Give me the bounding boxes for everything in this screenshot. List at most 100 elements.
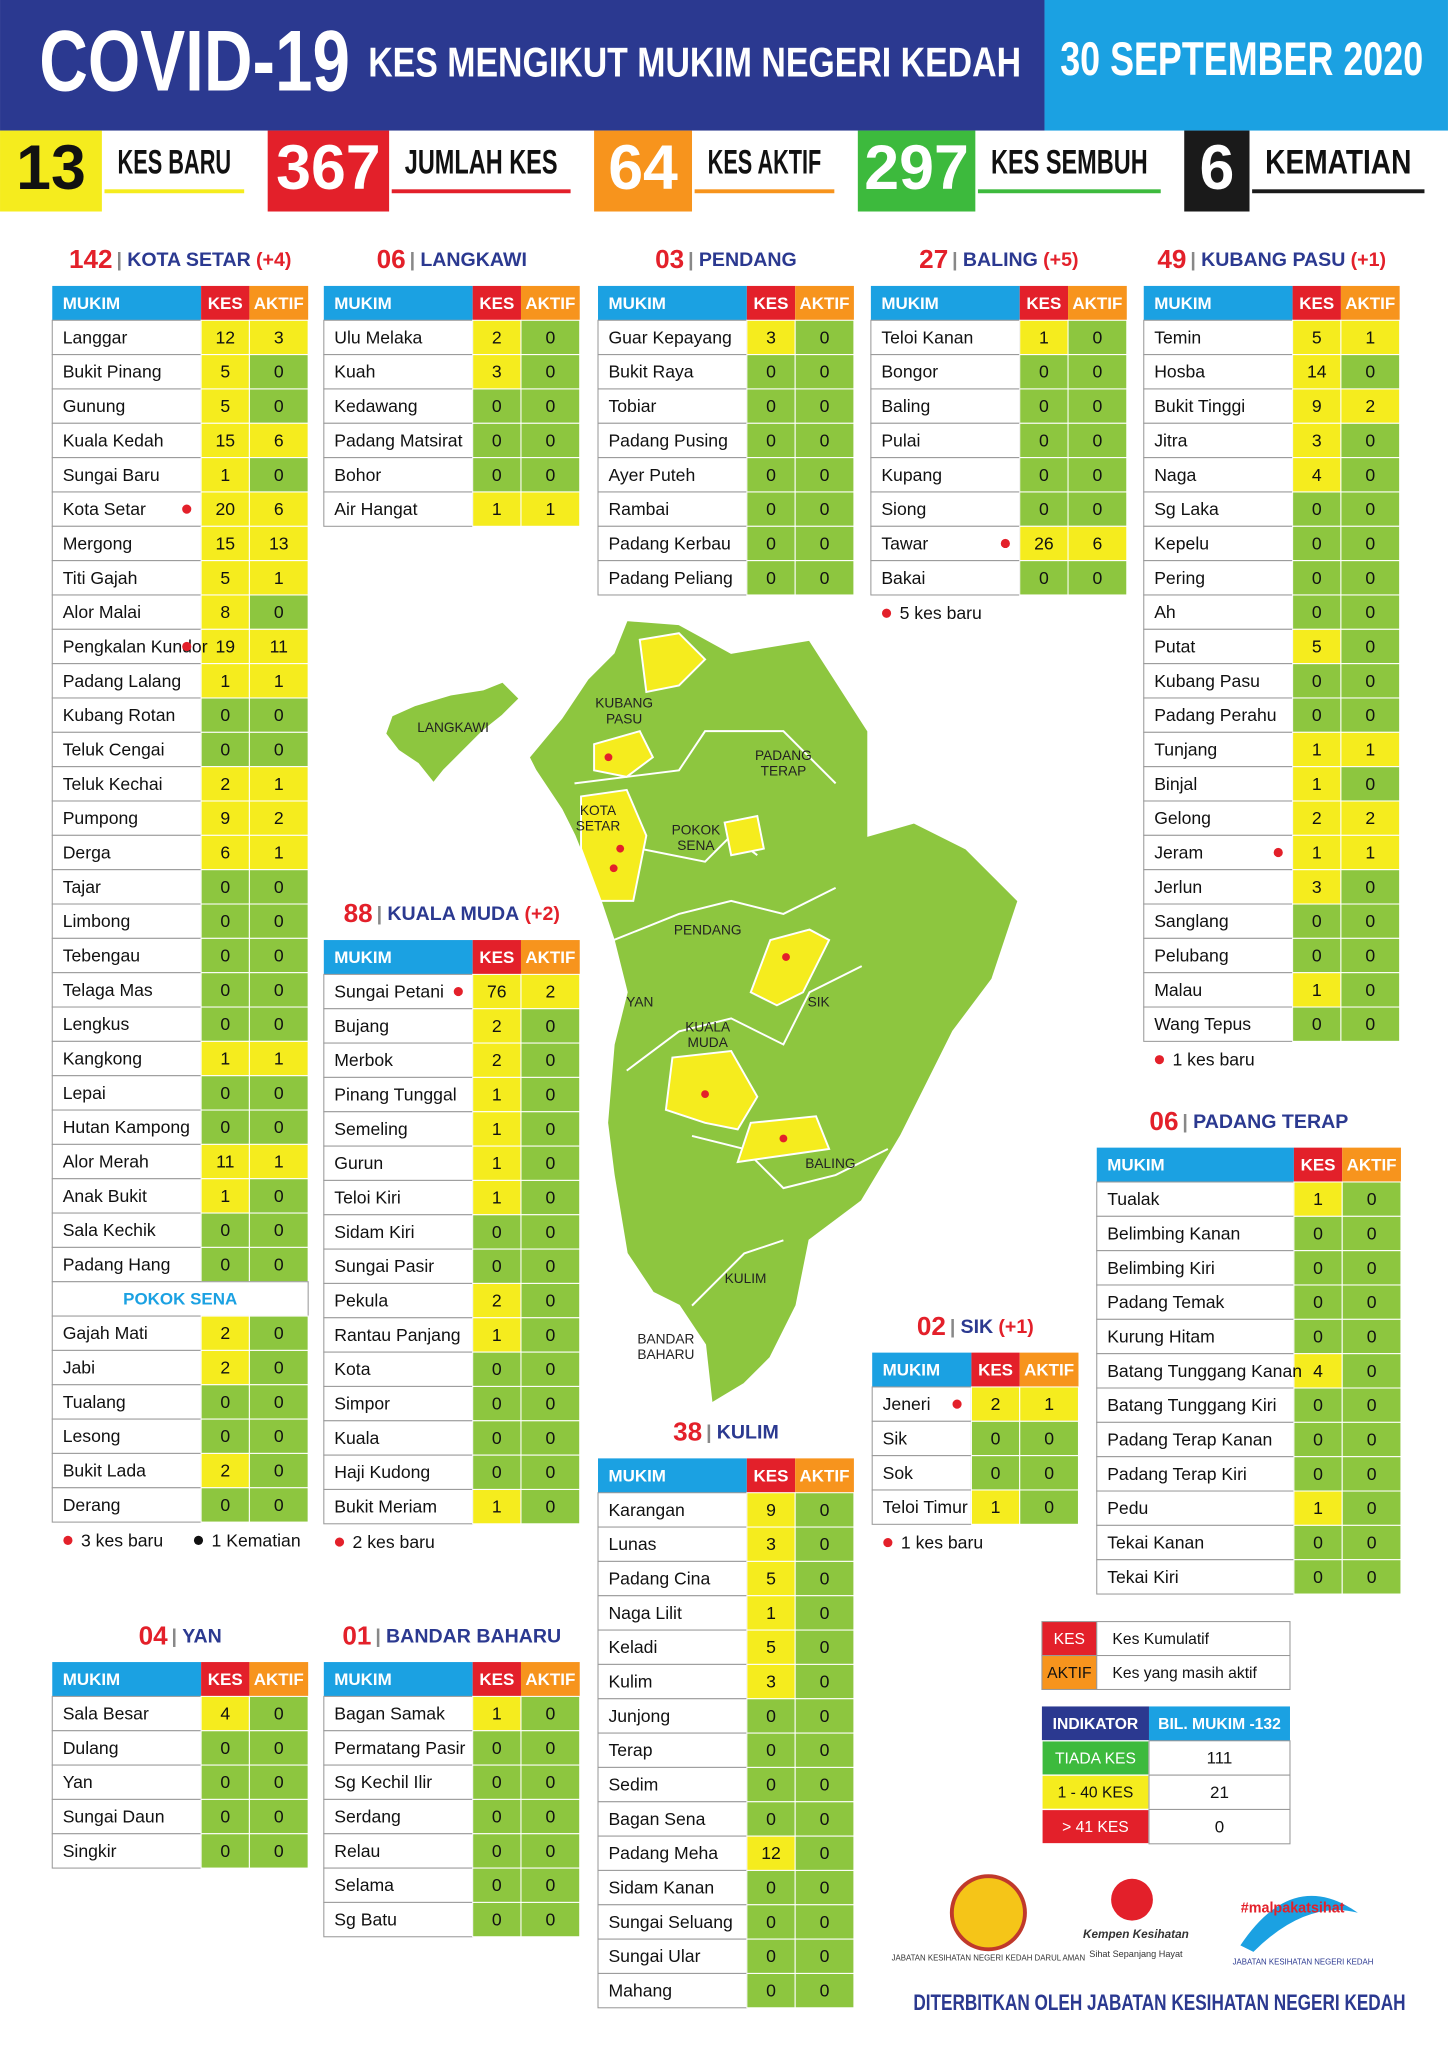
mukim-name: Pekula <box>334 1291 388 1311</box>
aktif-value: 2 <box>1365 808 1375 828</box>
district-change: (+1) <box>1351 249 1386 271</box>
kes-value: 0 <box>766 1740 776 1760</box>
aktif-cell <box>1019 1489 1079 1525</box>
new-case-dot <box>1273 847 1283 858</box>
note-dot <box>1154 1055 1164 1065</box>
mukim-name: Tebengau <box>63 945 140 965</box>
kes-cell <box>200 1833 250 1869</box>
aktif-cell <box>248 834 309 871</box>
mukim-name: Simpor <box>334 1394 390 1414</box>
kes-cell <box>1292 663 1342 699</box>
legend-key-box <box>1041 1655 1098 1690</box>
kes-value: 1 <box>1312 842 1322 862</box>
aktif-cell <box>520 1385 581 1422</box>
district-change: (+4) <box>256 249 291 271</box>
mukim-cell <box>1096 1559 1295 1595</box>
aktif-cell <box>248 422 309 459</box>
mukim-cell <box>323 422 474 459</box>
mukim-name: Putat <box>1154 636 1195 656</box>
map-label: SENA <box>677 838 715 853</box>
mukim-cell <box>51 1833 202 1869</box>
aktif-value: 0 <box>1093 499 1103 519</box>
kes-value: 1 <box>220 1186 230 1206</box>
aktif-value: 6 <box>274 430 284 450</box>
district-count: 06 <box>377 244 406 274</box>
kes-value: 0 <box>1313 1532 1323 1552</box>
aktif-cell <box>520 1248 581 1284</box>
col-head <box>520 285 580 321</box>
mukim-name: Keladi <box>608 1637 657 1657</box>
mukim-name: Padang Terap Kiri <box>1107 1464 1247 1484</box>
kes-cell <box>200 1798 250 1835</box>
col-head <box>1019 1352 1079 1387</box>
aktif-cell <box>794 525 855 562</box>
map-zone <box>580 788 648 902</box>
mukim-name: Anak Bukit <box>63 1186 147 1206</box>
aktif-cell <box>248 354 309 390</box>
kes-value: 0 <box>766 499 776 519</box>
kes-value: 0 <box>766 1706 776 1726</box>
kes-value: 0 <box>1313 1223 1323 1243</box>
kes-value: 0 <box>492 430 502 450</box>
kes-cell <box>1292 354 1342 390</box>
aktif-cell <box>248 388 309 424</box>
kes-value: 0 <box>220 911 230 931</box>
mukim-name: Sungai Ular <box>608 1946 700 1966</box>
mukim-cell <box>51 354 202 390</box>
mukim-name: Kuala <box>334 1428 379 1448</box>
kes-cell <box>200 560 250 596</box>
mukim-name: Jerlun <box>1154 877 1202 897</box>
mukim-cell <box>870 560 1021 596</box>
kes-value: 1 <box>220 465 230 485</box>
mukim-cell <box>597 1904 748 1940</box>
aktif-cell <box>248 800 309 836</box>
aktif-value: 0 <box>274 1841 284 1861</box>
mukim-name: Bukit Meriam <box>334 1497 437 1517</box>
aktif-cell <box>520 491 581 527</box>
district-count: 142 <box>69 244 113 274</box>
kes-cell <box>1293 1318 1343 1355</box>
kes-cell <box>746 1732 796 1768</box>
map-label: POKOK <box>672 822 721 837</box>
aktif-cell <box>248 1040 309 1077</box>
col-head <box>971 1352 1020 1387</box>
aktif-cell <box>1341 1250 1402 1286</box>
col-head <box>249 285 309 321</box>
kes-value: 0 <box>220 1772 230 1792</box>
mukim-cell <box>597 319 748 356</box>
kes-value: 0 <box>1312 671 1322 691</box>
mukim-name: Pumpong <box>63 808 138 828</box>
district-name: LANGKAWI <box>420 249 527 271</box>
logo-text: JABATAN KESIHATAN NEGERI KEDAH <box>1233 1957 1374 1966</box>
aktif-value: 0 <box>820 1946 830 1966</box>
aktif-cell <box>520 1282 581 1319</box>
kes-value: 4 <box>220 1704 230 1724</box>
aktif-cell <box>520 1351 581 1387</box>
map-label: SIK <box>808 994 830 1009</box>
kes-cell <box>200 766 250 802</box>
kes-cell <box>746 1698 796 1734</box>
mukim-name: Teloi Timur <box>883 1497 968 1517</box>
kes-value: 1 <box>220 1048 230 1068</box>
mukim-name: Sungai Baru <box>63 465 160 485</box>
mukim-name: Telaga Mas <box>63 980 153 1000</box>
col-head-label: KES <box>754 1466 789 1485</box>
aktif-value: 0 <box>1365 774 1375 794</box>
mukim-name: Alor Merah <box>63 1152 149 1172</box>
aktif-cell <box>520 1076 581 1113</box>
aktif-value: 0 <box>274 1220 284 1240</box>
mukim-name: Sungai Pasir <box>334 1256 434 1276</box>
aktif-value: 0 <box>1367 1326 1377 1346</box>
mukim-name: Kuah <box>334 362 375 382</box>
mukim-cell <box>597 1595 748 1631</box>
aktif-value: 0 <box>545 1875 555 1895</box>
indicator-head-label: BIL. MUKIM -132 <box>1158 1716 1281 1733</box>
header-bar <box>0 0 1045 131</box>
kes-value: 1 <box>492 1153 502 1173</box>
col-head <box>795 1458 854 1493</box>
aktif-value: 0 <box>545 1085 555 1105</box>
kes-cell <box>1292 697 1342 733</box>
mukim-name: Ah <box>1154 602 1176 622</box>
kes-value: 1 <box>1312 739 1322 759</box>
kes-value: 0 <box>1039 396 1049 416</box>
